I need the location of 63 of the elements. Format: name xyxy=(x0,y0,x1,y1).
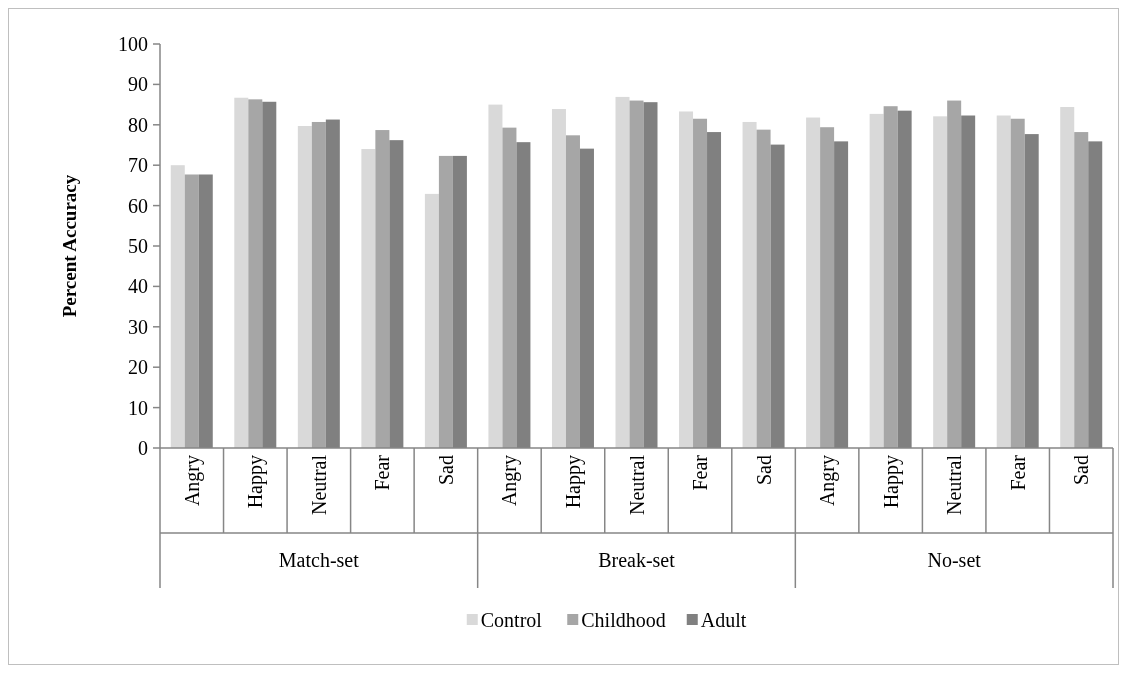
bar xyxy=(488,104,503,448)
bar xyxy=(629,100,644,448)
bar xyxy=(234,97,249,448)
bar xyxy=(424,193,439,448)
bar xyxy=(375,130,390,448)
y-tick-label: 30 xyxy=(128,315,148,338)
bar xyxy=(679,111,694,448)
bar xyxy=(883,106,898,448)
y-tick-label: 60 xyxy=(128,194,148,217)
x-tick-label: Sad xyxy=(752,455,775,485)
bar xyxy=(1074,132,1089,448)
bar xyxy=(311,121,326,448)
y-tick-label: 80 xyxy=(128,113,148,136)
legend-label: Childhood xyxy=(581,609,666,631)
bar xyxy=(565,135,580,448)
bar xyxy=(502,127,517,448)
legend-label: Adult xyxy=(700,609,747,631)
bar xyxy=(551,109,566,448)
text: Break-set xyxy=(598,549,676,571)
bar xyxy=(361,149,376,448)
bar xyxy=(742,121,757,448)
x-tick-label: Sad xyxy=(434,455,457,485)
x-tick-label: Happy xyxy=(879,455,903,509)
bar xyxy=(297,126,312,448)
y-tick-label: 50 xyxy=(128,235,148,257)
x-tick-label: Neutral xyxy=(307,454,330,515)
legend-label: Control xyxy=(480,609,543,631)
bar xyxy=(820,127,835,448)
y-tick-label: 100 xyxy=(118,33,148,55)
x-tick-label: Happy xyxy=(561,455,585,509)
bar xyxy=(869,113,884,448)
bar xyxy=(947,100,962,448)
bar xyxy=(756,129,771,448)
bar xyxy=(615,96,630,448)
bar xyxy=(933,116,948,448)
bar xyxy=(806,117,821,448)
x-tick-label: Angry xyxy=(816,455,840,507)
x-tick-label: Sad xyxy=(1070,455,1093,485)
x-tick-label: Angry xyxy=(180,455,204,507)
bar xyxy=(248,99,263,448)
text: No-set xyxy=(927,549,982,571)
bar xyxy=(438,155,453,448)
y-tick-label: 40 xyxy=(128,275,148,298)
x-tick-label: Fear xyxy=(689,454,712,491)
text: Match-set xyxy=(278,549,360,571)
y-tick-label: 90 xyxy=(128,73,148,96)
bar xyxy=(1010,118,1025,448)
x-tick-label: Fear xyxy=(1006,454,1029,491)
y-axis-title: Percent Accuracy xyxy=(59,174,80,318)
x-tick-label: Neutral xyxy=(943,454,966,515)
x-tick-label: Fear xyxy=(371,454,394,491)
bar xyxy=(170,165,185,448)
bar xyxy=(693,118,708,448)
y-tick-label: 20 xyxy=(128,356,148,379)
x-tick-label: Neutral xyxy=(625,454,648,515)
bar xyxy=(996,115,1011,448)
bar xyxy=(1060,107,1075,448)
y-tick-label: 0 xyxy=(138,437,148,459)
x-tick-label: Happy xyxy=(244,455,268,509)
x-tick-label: Angry xyxy=(498,455,522,507)
y-tick-label: 10 xyxy=(128,396,148,419)
bar xyxy=(184,174,199,448)
y-tick-label: 70 xyxy=(128,154,148,177)
